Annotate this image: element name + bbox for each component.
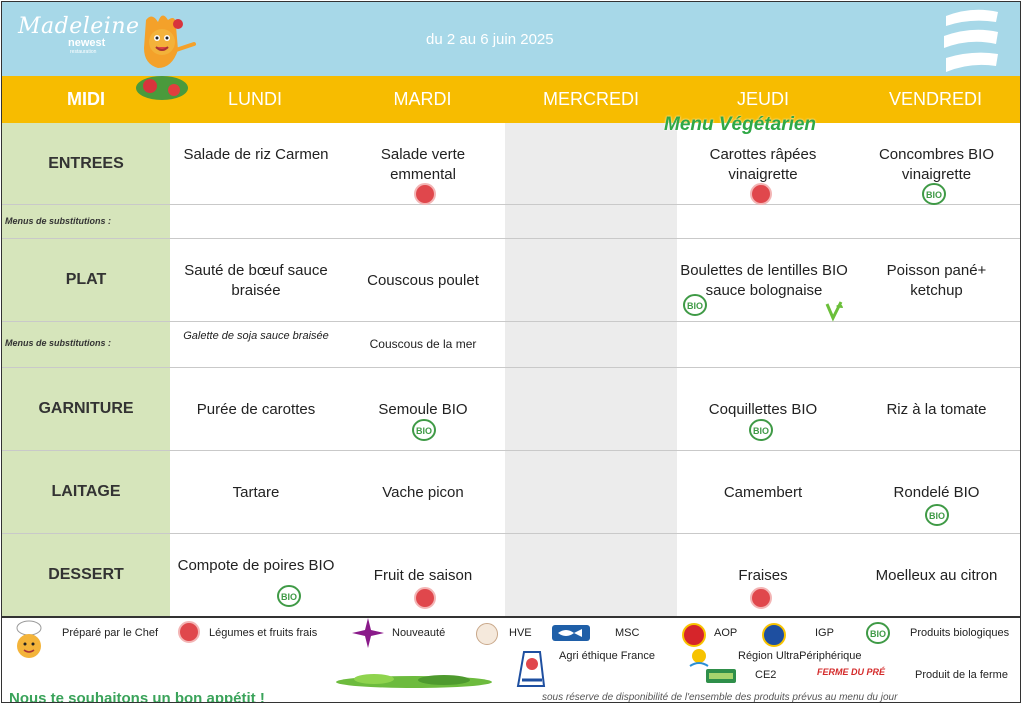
- fresh-produce-icon: [178, 621, 200, 643]
- dish-entree-friday: Concombres BIO vinaigrette: [878, 146, 995, 183]
- legend-chef-label: Préparé par le Chef: [62, 627, 158, 639]
- availability-disclaimer: sous réserve de disponibilité de l'ensem…: [542, 692, 898, 703]
- dish-garniture-monday: Purée de carottes: [196, 401, 316, 418]
- legend-region-label: Région UltraPériphérique: [738, 650, 862, 662]
- legend-new-label: Nouveauté: [392, 627, 446, 639]
- meal-label: MIDI: [67, 89, 105, 109]
- svg-text:BIO: BIO: [870, 629, 886, 639]
- vegetarian-banner: Menu Végétarien: [664, 114, 817, 135]
- dish-entree-monday: Salade de riz Carmen: [183, 146, 329, 163]
- hve-icon: [476, 623, 498, 645]
- fresh-produce-icon: [750, 587, 772, 609]
- agri-ethique-icon: [516, 651, 546, 687]
- bio-badge-icon: BIO: [866, 622, 890, 644]
- brand-sub2: restauration: [70, 49, 97, 55]
- menu-grid: ENTREES Menus de substitutions : PLAT Me…: [2, 123, 1020, 616]
- mascot-icon: [136, 15, 196, 100]
- region-icon: [689, 649, 709, 667]
- legend-msc-label: MSC: [615, 627, 640, 639]
- row-divider: [2, 204, 1020, 205]
- svg-text:BIO: BIO: [753, 426, 769, 436]
- row-divider: [2, 450, 1020, 451]
- dish-laitage-thursday: Camembert: [723, 484, 803, 501]
- svg-text:BIO: BIO: [281, 592, 297, 602]
- row-divider: [2, 321, 1020, 322]
- row-label-substitutions: Menus de substitutions :: [5, 216, 112, 226]
- brand-logo: Madeleine newest restauration: [18, 14, 140, 55]
- legend-fresh-label: Légumes et fruits frais: [209, 627, 318, 639]
- bio-badge-icon: BIO: [683, 294, 707, 316]
- row-divider: [2, 533, 1020, 534]
- dish-dessert-thursday: Fraises: [738, 567, 788, 584]
- herbs-decoration-icon: [336, 674, 492, 688]
- row-label-substitutions: Menus de substitutions :: [5, 338, 112, 348]
- dish-laitage-tuesday: Vache picon: [382, 484, 464, 501]
- date-range: du 2 au 6 juin 2025: [426, 31, 554, 48]
- svg-text:BIO: BIO: [926, 190, 942, 200]
- row-label-garniture: GARNITURE: [38, 400, 134, 417]
- svg-text:BIO: BIO: [929, 511, 945, 521]
- dish-plat-friday: Poisson pané+ ketchup: [886, 262, 987, 299]
- dish-laitage-friday: Rondelé BIO: [893, 484, 980, 501]
- row-label-entrees: ENTREES: [48, 155, 124, 172]
- dish-sub-monday: Galette de soja sauce braisée: [183, 330, 329, 342]
- wednesday-column: [505, 123, 677, 616]
- dish-plat-thursday: Boulettes de lentilles BIO sauce bologna…: [680, 262, 848, 299]
- igp-icon: [762, 623, 786, 647]
- new-star-icon: [352, 618, 384, 648]
- dish-plat-monday: Sauté de bœuf sauce braisée: [184, 262, 328, 299]
- row-label-dessert: DESSERT: [48, 566, 124, 583]
- legend-igp-label: IGP: [815, 627, 834, 639]
- label-column: [2, 123, 170, 616]
- row-label-plat: PLAT: [65, 271, 107, 288]
- chef-icon: [16, 620, 42, 658]
- bio-badge-icon: BIO: [277, 585, 301, 607]
- row-divider: [2, 367, 1020, 368]
- dish-dessert-friday: Moelleux au citron: [875, 567, 998, 584]
- day-wednesday: MERCREDI: [542, 89, 639, 109]
- day-tuesday: MARDI: [393, 89, 452, 109]
- dish-sub-tuesday: Couscous de la mer: [369, 337, 477, 351]
- aop-icon: [682, 623, 706, 647]
- day-monday: LUNDI: [227, 89, 282, 109]
- dish-garniture-thursday: Coquillettes BIO: [708, 401, 818, 418]
- dish-dessert-tuesday: Fruit de saison: [373, 567, 473, 584]
- legend-agri-label: Agri éthique France: [559, 650, 655, 662]
- dish-entree-tuesday: Salade verte emmental: [380, 146, 466, 183]
- legend-ce2-label: CE2: [755, 669, 777, 681]
- fresh-produce-icon: [414, 587, 436, 609]
- legend-ferme-label: Produit de la ferme: [915, 669, 1008, 681]
- bio-badge-icon: BIO: [412, 419, 436, 441]
- dish-garniture-friday: Riz à la tomate: [886, 401, 987, 418]
- ferme-du-pre-logo: FERME DU PRÉ: [817, 667, 886, 677]
- brand-name: Madeleine: [18, 14, 140, 39]
- vegetarian-icon: [825, 301, 843, 322]
- day-thursday: JEUDI: [736, 89, 789, 109]
- legend-footer: Préparé par le Chef Légumes et fruits fr…: [2, 616, 1020, 703]
- ce2-icon: [706, 669, 736, 683]
- dish-plat-tuesday: Couscous poulet: [367, 272, 479, 289]
- day-friday: VENDREDI: [888, 89, 982, 109]
- msc-icon: [552, 625, 590, 641]
- bio-badge-icon: BIO: [749, 419, 773, 441]
- legend-hve-label: HVE: [509, 627, 532, 639]
- svg-text:BIO: BIO: [687, 301, 703, 311]
- bon-appetit-message: Nous te souhaitons un bon appétit !: [9, 690, 265, 703]
- dish-dessert-monday: Compote de poires BIO: [177, 557, 335, 574]
- row-divider: [2, 238, 1020, 239]
- svg-text:BIO: BIO: [416, 426, 432, 436]
- row-label-laitage: LAITAGE: [51, 483, 121, 500]
- dish-laitage-monday: Tartare: [232, 484, 280, 501]
- fresh-produce-icon: [414, 183, 436, 205]
- bio-badge-icon: BIO: [922, 183, 946, 205]
- waves-logo-icon: [944, 9, 998, 72]
- bio-badge-icon: BIO: [925, 504, 949, 526]
- brand-sub: newest: [68, 37, 106, 49]
- dish-garniture-tuesday: Semoule BIO: [378, 401, 468, 418]
- dish-entree-thursday: Carottes râpées vinaigrette: [709, 146, 817, 183]
- legend-bio-label: Produits biologiques: [910, 627, 1010, 639]
- fresh-produce-icon: [750, 183, 772, 205]
- legend-aop-label: AOP: [714, 627, 738, 639]
